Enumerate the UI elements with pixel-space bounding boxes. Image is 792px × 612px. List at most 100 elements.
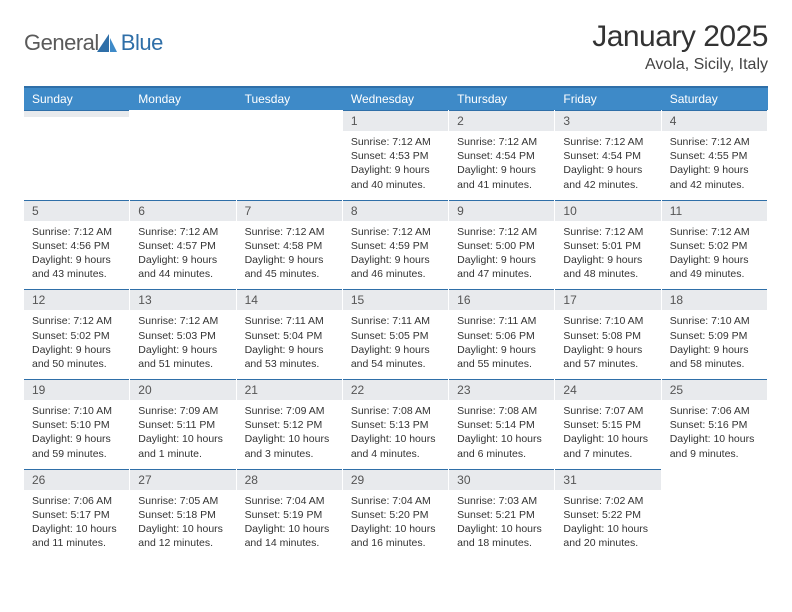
day-details: Sunrise: 7:12 AMSunset: 4:59 PMDaylight:… xyxy=(343,221,448,290)
logo-sail-icon xyxy=(95,32,119,54)
daylight-line: Daylight: 9 hours and 45 minutes. xyxy=(245,253,334,281)
calendar-grid: SundayMondayTuesdayWednesdayThursdayFrid… xyxy=(24,86,768,558)
sunset-line: Sunset: 4:54 PM xyxy=(563,149,652,163)
title-block: January 2025 Avola, Sicily, Italy xyxy=(592,20,768,74)
calendar-day-cell: 5Sunrise: 7:12 AMSunset: 4:56 PMDaylight… xyxy=(24,200,130,290)
daylight-line: Daylight: 9 hours and 42 minutes. xyxy=(563,163,652,191)
calendar-day-cell: 15Sunrise: 7:11 AMSunset: 5:05 PMDayligh… xyxy=(343,289,449,379)
daylight-line: Daylight: 10 hours and 20 minutes. xyxy=(563,522,652,550)
daylight-line: Daylight: 10 hours and 7 minutes. xyxy=(563,432,652,460)
sunset-line: Sunset: 5:16 PM xyxy=(670,418,759,432)
day-details: Sunrise: 7:12 AMSunset: 5:02 PMDaylight:… xyxy=(24,310,129,379)
sunset-line: Sunset: 5:19 PM xyxy=(245,508,334,522)
daylight-line: Daylight: 10 hours and 3 minutes. xyxy=(245,432,334,460)
calendar-empty-cell xyxy=(24,110,130,200)
day-details: Sunrise: 7:10 AMSunset: 5:09 PMDaylight:… xyxy=(662,310,767,379)
sunset-line: Sunset: 5:22 PM xyxy=(563,508,652,522)
daylight-line: Daylight: 9 hours and 53 minutes. xyxy=(245,343,334,371)
daylight-line: Daylight: 10 hours and 12 minutes. xyxy=(138,522,227,550)
sunrise-line: Sunrise: 7:06 AM xyxy=(32,494,121,508)
date-number: 10 xyxy=(555,200,660,221)
calendar-day-cell: 9Sunrise: 7:12 AMSunset: 5:00 PMDaylight… xyxy=(449,200,555,290)
daylight-line: Daylight: 9 hours and 54 minutes. xyxy=(351,343,440,371)
sunrise-line: Sunrise: 7:11 AM xyxy=(351,314,440,328)
date-number: 19 xyxy=(24,379,129,400)
daylight-line: Daylight: 10 hours and 9 minutes. xyxy=(670,432,759,460)
daylight-line: Daylight: 9 hours and 40 minutes. xyxy=(351,163,440,191)
daylight-line: Daylight: 9 hours and 50 minutes. xyxy=(32,343,121,371)
sunset-line: Sunset: 5:08 PM xyxy=(563,329,652,343)
weekday-header: Sunday xyxy=(24,88,130,110)
calendar-day-cell: 31Sunrise: 7:02 AMSunset: 5:22 PMDayligh… xyxy=(555,469,661,559)
sunset-line: Sunset: 5:17 PM xyxy=(32,508,121,522)
day-details: Sunrise: 7:11 AMSunset: 5:04 PMDaylight:… xyxy=(237,310,342,379)
sunrise-line: Sunrise: 7:10 AM xyxy=(563,314,652,328)
daylight-line: Daylight: 10 hours and 18 minutes. xyxy=(457,522,546,550)
day-details: Sunrise: 7:12 AMSunset: 4:53 PMDaylight:… xyxy=(343,131,448,200)
date-number: 25 xyxy=(662,379,767,400)
daylight-line: Daylight: 9 hours and 42 minutes. xyxy=(670,163,759,191)
day-details: Sunrise: 7:05 AMSunset: 5:18 PMDaylight:… xyxy=(130,490,235,559)
date-number: 5 xyxy=(24,200,129,221)
day-details: Sunrise: 7:12 AMSunset: 4:54 PMDaylight:… xyxy=(555,131,660,200)
calendar-empty-cell xyxy=(237,110,343,200)
sunrise-line: Sunrise: 7:12 AM xyxy=(138,225,227,239)
calendar-day-cell: 10Sunrise: 7:12 AMSunset: 5:01 PMDayligh… xyxy=(555,200,661,290)
sunset-line: Sunset: 5:03 PM xyxy=(138,329,227,343)
date-number: 14 xyxy=(237,289,342,310)
weekday-header: Wednesday xyxy=(343,88,449,110)
daylight-line: Daylight: 9 hours and 46 minutes. xyxy=(351,253,440,281)
daylight-line: Daylight: 10 hours and 1 minute. xyxy=(138,432,227,460)
date-number: 30 xyxy=(449,469,554,490)
sunrise-line: Sunrise: 7:09 AM xyxy=(138,404,227,418)
weekday-header: Monday xyxy=(130,88,236,110)
calendar-day-cell: 6Sunrise: 7:12 AMSunset: 4:57 PMDaylight… xyxy=(130,200,236,290)
sunrise-line: Sunrise: 7:04 AM xyxy=(245,494,334,508)
logo-text: General xyxy=(24,30,99,56)
day-details: Sunrise: 7:11 AMSunset: 5:05 PMDaylight:… xyxy=(343,310,448,379)
sunrise-line: Sunrise: 7:08 AM xyxy=(351,404,440,418)
date-number: 20 xyxy=(130,379,235,400)
calendar-day-cell: 22Sunrise: 7:08 AMSunset: 5:13 PMDayligh… xyxy=(343,379,449,469)
calendar-day-cell: 20Sunrise: 7:09 AMSunset: 5:11 PMDayligh… xyxy=(130,379,236,469)
daylight-line: Daylight: 9 hours and 43 minutes. xyxy=(32,253,121,281)
day-details: Sunrise: 7:03 AMSunset: 5:21 PMDaylight:… xyxy=(449,490,554,559)
date-number: 23 xyxy=(449,379,554,400)
date-number: 2 xyxy=(449,110,554,131)
page-title: January 2025 xyxy=(592,20,768,54)
calendar-day-cell: 30Sunrise: 7:03 AMSunset: 5:21 PMDayligh… xyxy=(449,469,555,559)
date-number: 3 xyxy=(555,110,660,131)
sunrise-line: Sunrise: 7:07 AM xyxy=(563,404,652,418)
daylight-line: Daylight: 9 hours and 57 minutes. xyxy=(563,343,652,371)
day-details: Sunrise: 7:10 AMSunset: 5:10 PMDaylight:… xyxy=(24,400,129,469)
day-details: Sunrise: 7:06 AMSunset: 5:16 PMDaylight:… xyxy=(662,400,767,469)
sunset-line: Sunset: 5:02 PM xyxy=(670,239,759,253)
daylight-line: Daylight: 9 hours and 51 minutes. xyxy=(138,343,227,371)
sunset-line: Sunset: 5:21 PM xyxy=(457,508,546,522)
sunrise-line: Sunrise: 7:12 AM xyxy=(138,314,227,328)
sunrise-line: Sunrise: 7:10 AM xyxy=(32,404,121,418)
sunrise-line: Sunrise: 7:12 AM xyxy=(457,225,546,239)
sunrise-line: Sunrise: 7:12 AM xyxy=(351,225,440,239)
daylight-line: Daylight: 9 hours and 59 minutes. xyxy=(32,432,121,460)
daylight-line: Daylight: 9 hours and 47 minutes. xyxy=(457,253,546,281)
sunrise-line: Sunrise: 7:05 AM xyxy=(138,494,227,508)
calendar-day-cell: 23Sunrise: 7:08 AMSunset: 5:14 PMDayligh… xyxy=(449,379,555,469)
date-number: 27 xyxy=(130,469,235,490)
sunrise-line: Sunrise: 7:12 AM xyxy=(563,225,652,239)
day-details: Sunrise: 7:10 AMSunset: 5:08 PMDaylight:… xyxy=(555,310,660,379)
date-number: 24 xyxy=(555,379,660,400)
calendar-day-cell: 2Sunrise: 7:12 AMSunset: 4:54 PMDaylight… xyxy=(449,110,555,200)
calendar-day-cell: 4Sunrise: 7:12 AMSunset: 4:55 PMDaylight… xyxy=(662,110,768,200)
sunrise-line: Sunrise: 7:02 AM xyxy=(563,494,652,508)
date-number: 28 xyxy=(237,469,342,490)
daylight-line: Daylight: 10 hours and 6 minutes. xyxy=(457,432,546,460)
calendar-day-cell: 17Sunrise: 7:10 AMSunset: 5:08 PMDayligh… xyxy=(555,289,661,379)
weekday-header: Saturday xyxy=(662,88,768,110)
sunrise-line: Sunrise: 7:04 AM xyxy=(351,494,440,508)
date-number: 12 xyxy=(24,289,129,310)
sunrise-line: Sunrise: 7:08 AM xyxy=(457,404,546,418)
sunset-line: Sunset: 5:06 PM xyxy=(457,329,546,343)
sunset-line: Sunset: 5:20 PM xyxy=(351,508,440,522)
calendar-day-cell: 21Sunrise: 7:09 AMSunset: 5:12 PMDayligh… xyxy=(237,379,343,469)
